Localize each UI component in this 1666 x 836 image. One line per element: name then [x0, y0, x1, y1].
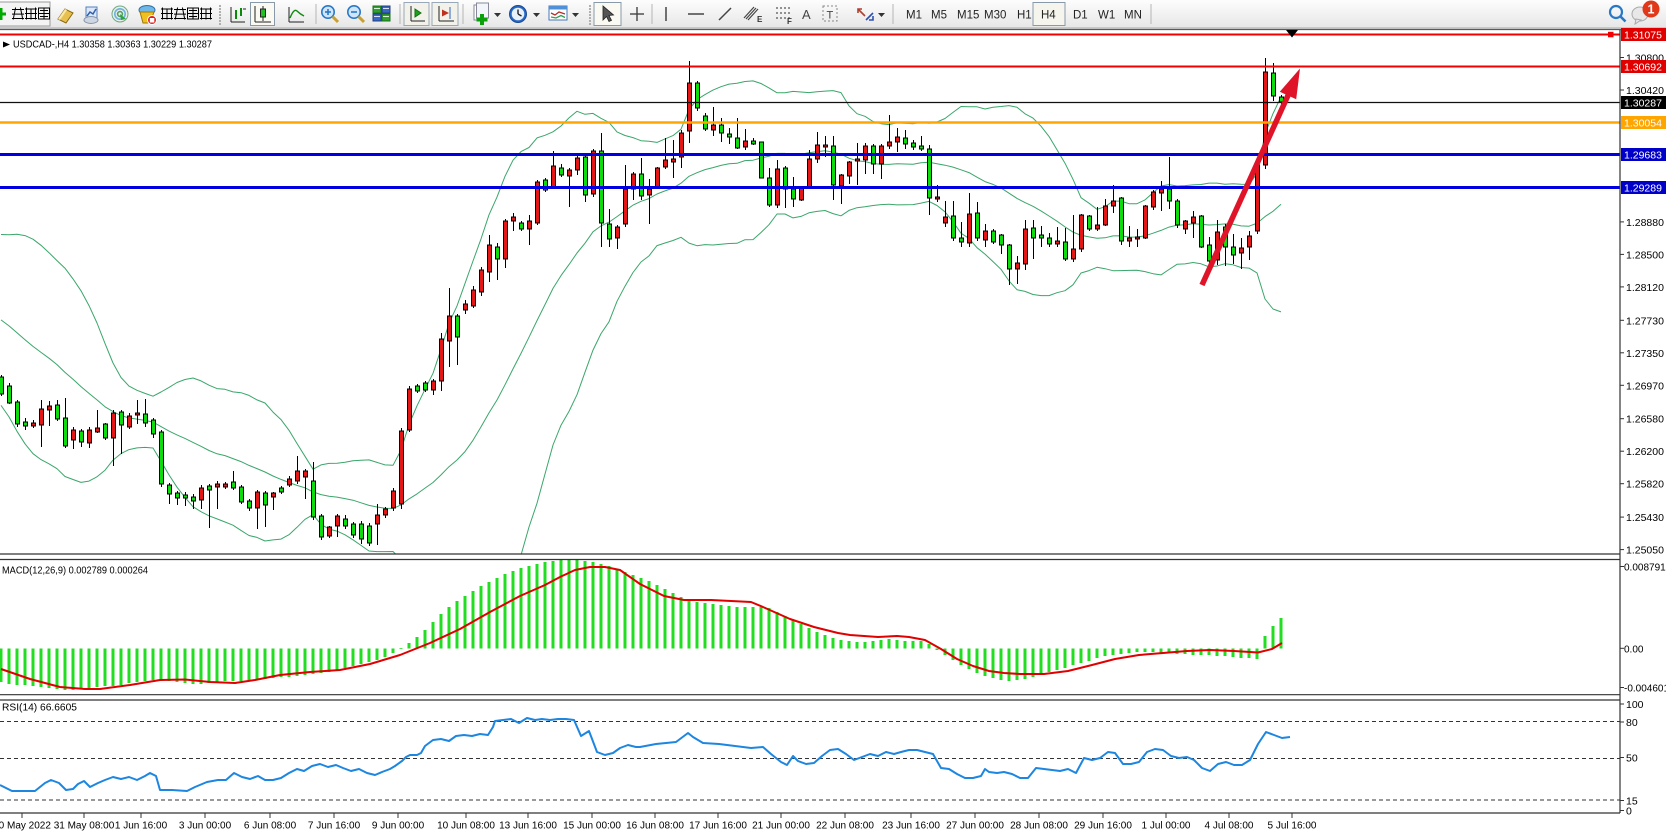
svg-text:M5: M5 [931, 10, 947, 22]
svg-text:MACD(12,26,9) 0.002789 0.00026: MACD(12,26,9) 0.002789 0.000264 [2, 565, 148, 577]
svg-text:1.25050: 1.25050 [1626, 545, 1664, 557]
svg-text:50: 50 [1626, 753, 1638, 765]
svg-text:RSI(14) 66.6605: RSI(14) 66.6605 [2, 702, 77, 714]
svg-text:F: F [787, 17, 792, 26]
svg-text:30 May 2022: 30 May 2022 [0, 821, 51, 832]
svg-text:0.008791: 0.008791 [1624, 563, 1666, 574]
svg-text:0: 0 [1626, 806, 1632, 818]
svg-text:23 Jun 16:00: 23 Jun 16:00 [882, 821, 940, 832]
svg-text:1.31075: 1.31075 [1624, 30, 1662, 42]
svg-text:15: 15 [1626, 796, 1638, 808]
svg-text:W1: W1 [1098, 10, 1115, 22]
svg-text:USDCAD-,H4 1.30358 1.30363 1.: USDCAD-,H4 1.30358 1.30363 1.30229 1.302… [13, 39, 212, 51]
svg-text:1.30054: 1.30054 [1624, 118, 1662, 130]
svg-text:16 Jun 08:00: 16 Jun 08:00 [626, 821, 684, 832]
svg-text:D1: D1 [1073, 10, 1088, 22]
svg-text:13 Jun 16:00: 13 Jun 16:00 [499, 821, 557, 832]
svg-text:4 Jul 08:00: 4 Jul 08:00 [1205, 821, 1254, 832]
svg-text:9 Jun 00:00: 9 Jun 00:00 [372, 821, 425, 832]
svg-text:1.30420: 1.30420 [1626, 85, 1664, 97]
svg-text:80: 80 [1626, 717, 1638, 729]
svg-text:1 Jun 16:00: 1 Jun 16:00 [115, 821, 168, 832]
svg-text:1.27350: 1.27350 [1626, 348, 1664, 360]
svg-text:22 Jun 08:00: 22 Jun 08:00 [816, 821, 874, 832]
svg-text:28 Jun 08:00: 28 Jun 08:00 [1010, 821, 1068, 832]
svg-text:1.29289: 1.29289 [1624, 183, 1662, 195]
svg-text:7 Jun 16:00: 7 Jun 16:00 [308, 821, 361, 832]
svg-text:E: E [757, 15, 763, 24]
svg-text:M30: M30 [984, 10, 1006, 22]
svg-text:1.27730: 1.27730 [1626, 315, 1664, 327]
svg-text:21 Jun 00:00: 21 Jun 00:00 [752, 821, 810, 832]
svg-text:1.26580: 1.26580 [1626, 414, 1664, 426]
svg-text:1.28500: 1.28500 [1626, 249, 1664, 261]
svg-text:M1: M1 [906, 10, 922, 22]
svg-text:1.25430: 1.25430 [1626, 512, 1664, 524]
svg-text:10 Jun 08:00: 10 Jun 08:00 [437, 821, 495, 832]
svg-text:29 Jun 16:00: 29 Jun 16:00 [1074, 821, 1132, 832]
svg-text:6 Jun 08:00: 6 Jun 08:00 [244, 821, 297, 832]
svg-text:5 Jul 16:00: 5 Jul 16:00 [1268, 821, 1317, 832]
svg-text:17 Jun 16:00: 17 Jun 16:00 [689, 821, 747, 832]
svg-text:-0.004601: -0.004601 [1624, 684, 1666, 695]
svg-text:MN: MN [1124, 10, 1142, 22]
svg-text:H1: H1 [1017, 10, 1032, 22]
svg-text:3 Jun 00:00: 3 Jun 00:00 [179, 821, 232, 832]
svg-text:100: 100 [1626, 699, 1644, 711]
svg-text:1.30692: 1.30692 [1624, 62, 1662, 74]
svg-text:1: 1 [1648, 3, 1655, 17]
svg-text:M15: M15 [957, 10, 979, 22]
svg-text:1.28120: 1.28120 [1626, 282, 1664, 294]
svg-text:1.26200: 1.26200 [1626, 446, 1664, 458]
svg-text:27 Jun 00:00: 27 Jun 00:00 [946, 821, 1004, 832]
svg-text:T: T [827, 10, 834, 22]
svg-text:1 Jul 00:00: 1 Jul 00:00 [1142, 821, 1191, 832]
svg-text:0.00: 0.00 [1624, 644, 1644, 655]
svg-text:1.28880: 1.28880 [1626, 217, 1664, 229]
svg-text:1.29683: 1.29683 [1624, 150, 1662, 162]
svg-text:31 May 08:00: 31 May 08:00 [54, 821, 115, 832]
svg-text:1.30287: 1.30287 [1624, 98, 1662, 110]
svg-text:1.26970: 1.26970 [1626, 380, 1664, 392]
svg-text:A: A [802, 7, 811, 22]
svg-text:15 Jun 00:00: 15 Jun 00:00 [563, 821, 621, 832]
svg-text:1.25820: 1.25820 [1626, 479, 1664, 491]
svg-text:H4: H4 [1041, 10, 1056, 22]
